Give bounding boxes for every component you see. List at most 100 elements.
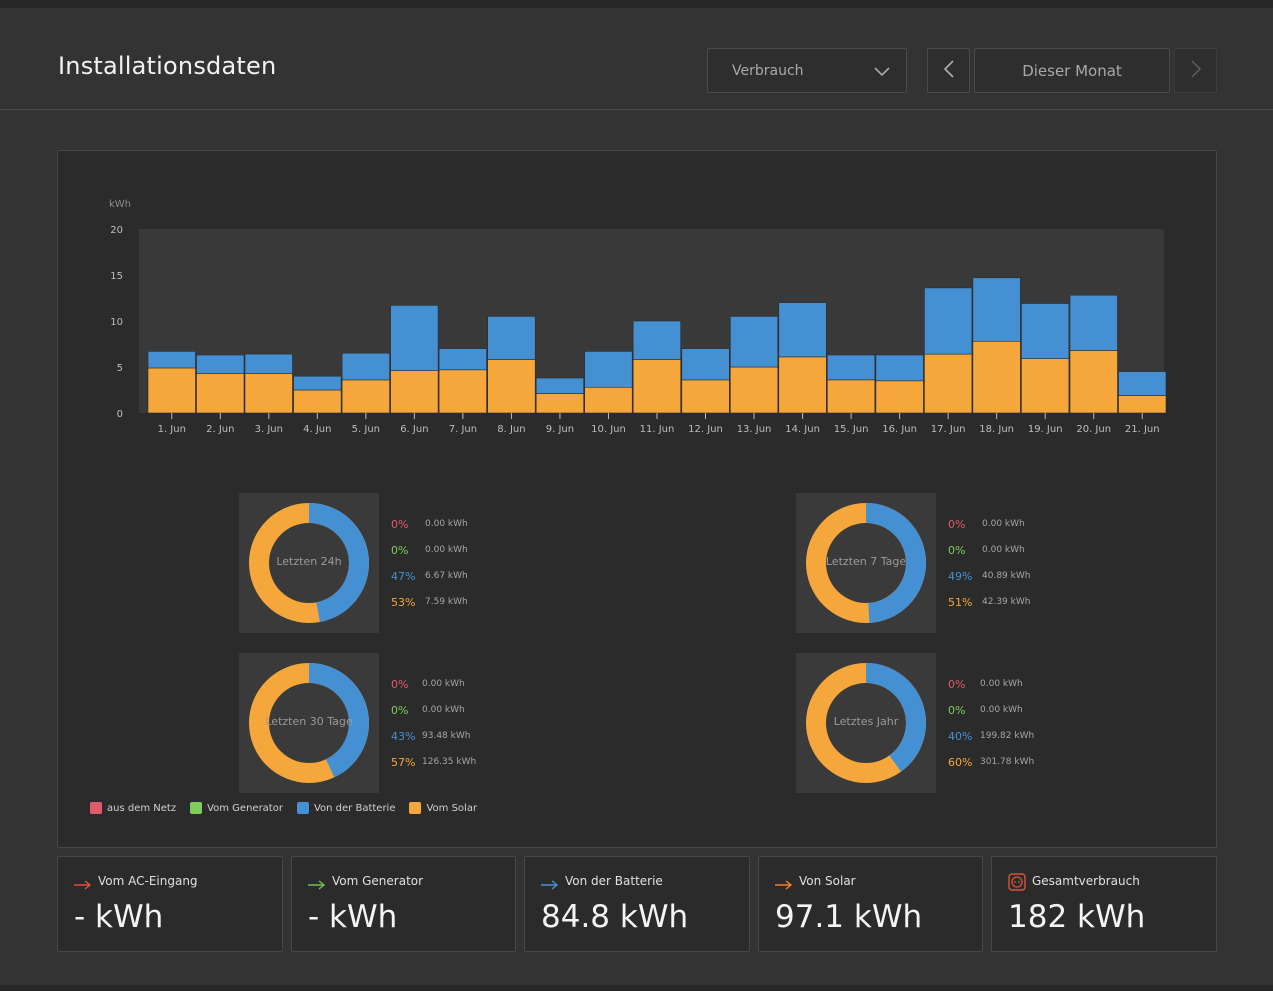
stat-kwh: 0.00 kWh — [425, 545, 468, 555]
stat-kwh: 0.00 kWh — [980, 705, 1023, 715]
period-label: Dieser Monat — [1022, 61, 1122, 80]
bar-segment — [1069, 294, 1118, 351]
stat-row-battery: 49% 40.89 kWh — [948, 563, 1030, 589]
x-tick-label: 1. Jun — [158, 424, 186, 435]
bar-segment — [1118, 395, 1167, 414]
bar-segment — [826, 379, 876, 414]
card-label: Von der Batterie — [565, 874, 663, 888]
stat-pct: 40% — [948, 729, 973, 743]
stat-kwh: 0.00 kWh — [982, 545, 1025, 555]
stat-row-solar: 57% 126.35 kWh — [391, 749, 476, 775]
x-tick-label: 5. Jun — [352, 424, 380, 435]
card-ac-input: Vom AC-Eingang - kWh — [57, 856, 283, 952]
chart-legend: aus dem Netz Vom Generator Von der Batte… — [90, 802, 477, 814]
bar-segment — [972, 340, 1021, 414]
legend-swatch — [90, 802, 102, 814]
stat-pct: 0% — [948, 517, 966, 531]
bar-segment — [293, 375, 342, 391]
bar-segment — [1118, 371, 1167, 396]
previous-period-button[interactable] — [927, 48, 970, 93]
stat-kwh: 7.59 kWh — [425, 597, 468, 607]
x-tick-label: 9. Jun — [546, 424, 574, 435]
legend-label: Von der Batterie — [313, 802, 396, 814]
arrow-right-icon — [775, 875, 793, 894]
x-tick-label: 14. Jun — [785, 424, 820, 435]
arrow-right-icon — [541, 875, 559, 894]
x-tick-label: 18. Jun — [979, 424, 1014, 435]
stat-kwh: 301.78 kWh — [980, 757, 1035, 767]
chevron-right-icon — [1190, 59, 1202, 82]
metric-select[interactable]: Verbrauch — [707, 48, 907, 93]
stat-kwh: 93.48 kWh — [422, 731, 471, 741]
bar-segment — [196, 354, 245, 374]
bar-segment — [924, 287, 973, 355]
donut-battery-segment — [249, 503, 369, 623]
donut-last-year: Letztes Jahr — [796, 653, 936, 793]
bar-segment — [196, 373, 245, 414]
card-value: - kWh — [74, 899, 164, 935]
stat-pct: 0% — [948, 703, 966, 717]
donut-chart-24h — [249, 503, 369, 623]
donut-chart-30-days — [249, 663, 369, 783]
bar-segment — [147, 351, 196, 369]
period-selector[interactable]: Dieser Monat — [974, 48, 1170, 93]
stat-row-solar: 51% 42.39 kWh — [948, 589, 1030, 615]
x-tick-label: 11. Jun — [640, 424, 675, 435]
bar-segment — [1021, 358, 1070, 414]
legend-label: aus dem Netz — [107, 802, 177, 814]
bar-segment — [535, 377, 585, 394]
y-tick-label: 15 — [110, 271, 123, 282]
x-tick-label: 12. Jun — [688, 424, 723, 435]
stat-kwh: 199.82 kWh — [980, 731, 1035, 741]
donut-30-days: Letzten 30 Tage — [239, 653, 379, 793]
legend-item-solar[interactable]: Vom Solar — [409, 802, 477, 814]
bar-segment — [1021, 303, 1070, 360]
bottom-strip — [0, 985, 1273, 991]
stat-kwh: 0.00 kWh — [425, 519, 468, 529]
donut-stats-last-year: 0% 0.00 kWh 0% 0.00 kWh 40% 199.82 kWh 60% 3… — [948, 671, 1034, 775]
chevron-left-icon — [943, 59, 955, 82]
top-strip — [0, 0, 1273, 8]
stat-pct: 57% — [391, 755, 416, 769]
legend-label: Vom Solar — [426, 802, 478, 814]
next-period-button[interactable] — [1174, 48, 1217, 93]
stat-pct: 47% — [391, 569, 416, 583]
bar-segment — [438, 348, 487, 371]
bar-segment — [924, 353, 973, 414]
legend-swatch — [296, 802, 309, 814]
stat-row-grid: 0% 0.00 kWh — [391, 511, 468, 537]
bar-segment — [244, 373, 293, 414]
x-tick-label: 10. Jun — [591, 424, 626, 435]
donut-label: Letzten 30 Tage — [265, 715, 353, 728]
stat-pct: 0% — [948, 543, 966, 557]
bar-segment — [390, 305, 439, 371]
bar-segment — [632, 320, 682, 360]
legend-item-battery[interactable]: Von der Batterie — [296, 802, 396, 814]
donut-chart-last-year — [806, 663, 926, 783]
bar-segment — [390, 370, 439, 414]
y-tick-label: 0 — [117, 409, 123, 420]
stat-kwh: 0.00 kWh — [422, 705, 465, 715]
bar-segment — [293, 389, 342, 414]
stat-row-battery: 43% 93.48 kWh — [391, 723, 476, 749]
legend-item-generator[interactable]: Vom Generator — [190, 802, 283, 814]
card-solar: Von Solar 97.1 kWh — [758, 856, 983, 952]
bar-segment — [778, 302, 827, 358]
stat-kwh: 42.39 kWh — [982, 597, 1031, 607]
stat-row-generator: 0% 0.00 kWh — [391, 537, 468, 563]
bar-segment — [972, 277, 1021, 342]
x-tick-label: 17. Jun — [931, 424, 966, 435]
legend-item-grid[interactable]: aus dem Netz — [90, 802, 176, 814]
bar-segment — [681, 348, 730, 381]
x-tick-label: 2. Jun — [206, 424, 234, 435]
arrow-right-icon — [74, 875, 92, 894]
bar-segment — [729, 366, 779, 414]
donut-stats-30-days: 0% 0.00 kWh 0% 0.00 kWh 43% 93.48 kWh 57% 12… — [391, 671, 476, 775]
stat-row-battery: 40% 199.82 kWh — [948, 723, 1034, 749]
installation-data-panel: kWh 0 5 10 15 20 1. Jun 2. Jun 3. Jun 4. Jun 5. Ju… — [57, 150, 1217, 848]
legend-swatch — [409, 802, 422, 814]
bar-segment — [778, 356, 827, 414]
bar-segment — [875, 380, 924, 414]
bar-segment — [584, 351, 633, 388]
x-tick-label: 4. Jun — [303, 424, 331, 435]
